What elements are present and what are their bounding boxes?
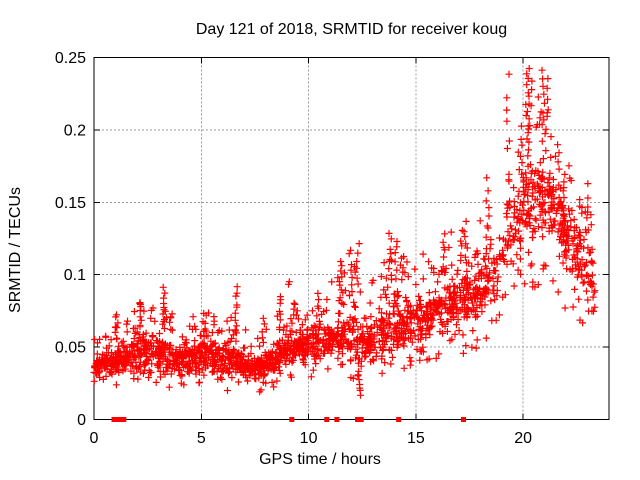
x-tick-label: 10 [300, 430, 318, 447]
baseline-mark [114, 417, 120, 422]
baseline-mark [461, 417, 466, 422]
y-tick-label: 0.15 [55, 195, 86, 212]
baseline-mark [358, 417, 364, 422]
baseline-mark [324, 417, 330, 422]
y-tick-label: 0.25 [55, 50, 86, 67]
y-tick-label: 0.2 [64, 122, 86, 139]
baseline-mark [111, 417, 117, 422]
y-tick-label: 0.05 [55, 340, 86, 357]
baseline-mark [334, 417, 340, 422]
baseline-mark [289, 417, 295, 422]
x-tick-label: 15 [407, 430, 425, 447]
x-tick-label: 5 [197, 430, 206, 447]
baseline-mark [121, 417, 127, 422]
y-tick-label: 0.1 [64, 267, 86, 284]
x-tick-label: 0 [90, 430, 99, 447]
plot-border [93, 57, 610, 420]
y-tick-label: 0 [77, 412, 86, 429]
x-axis-label: GPS time / hours [259, 451, 381, 468]
scatter-points [90, 65, 599, 399]
baseline-mark [355, 417, 360, 422]
chart-title: Day 121 of 2018, SRMTID for receiver kou… [195, 21, 508, 38]
baseline-mark [396, 417, 402, 422]
x-tick-label: 20 [514, 430, 532, 447]
y-axis-label: SRMTID / TECUs [7, 187, 24, 313]
